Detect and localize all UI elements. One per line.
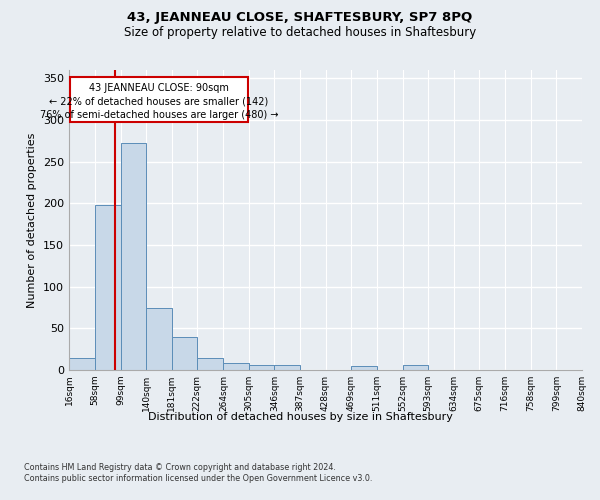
Bar	[274, 365, 300, 370]
Text: Contains HM Land Registry data © Crown copyright and database right 2024.: Contains HM Land Registry data © Crown c…	[24, 462, 336, 471]
Bar	[403, 365, 428, 370]
Bar	[146, 308, 172, 370]
Y-axis label: Number of detached properties: Number of detached properties	[28, 132, 37, 308]
Text: Distribution of detached houses by size in Shaftesbury: Distribution of detached houses by size …	[148, 412, 452, 422]
Text: Contains public sector information licensed under the Open Government Licence v3: Contains public sector information licen…	[24, 474, 373, 483]
FancyBboxPatch shape	[70, 76, 248, 122]
Text: Size of property relative to detached houses in Shaftesbury: Size of property relative to detached ho…	[124, 26, 476, 39]
Bar	[197, 358, 223, 370]
Text: 43 JEANNEAU CLOSE: 90sqm: 43 JEANNEAU CLOSE: 90sqm	[89, 82, 229, 92]
Text: 76% of semi-detached houses are larger (480) →: 76% of semi-detached houses are larger (…	[40, 110, 278, 120]
Bar	[249, 365, 274, 370]
Text: ← 22% of detached houses are smaller (142): ← 22% of detached houses are smaller (14…	[49, 96, 269, 106]
Bar	[172, 336, 197, 370]
Bar	[121, 144, 146, 370]
Bar	[95, 205, 121, 370]
Bar	[69, 358, 95, 370]
Bar	[223, 362, 249, 370]
Bar	[351, 366, 377, 370]
Text: 43, JEANNEAU CLOSE, SHAFTESBURY, SP7 8PQ: 43, JEANNEAU CLOSE, SHAFTESBURY, SP7 8PQ	[127, 11, 473, 24]
